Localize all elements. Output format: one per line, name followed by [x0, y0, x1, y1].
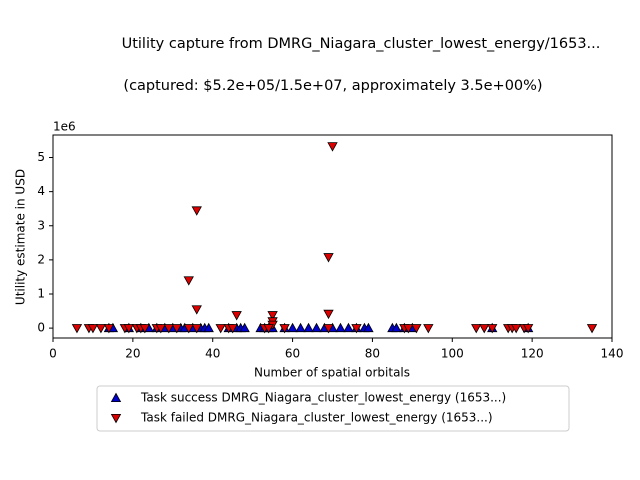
data-point [171, 324, 182, 334]
y-tick-label: 3 [37, 218, 45, 232]
legend-marker [110, 414, 122, 424]
chart-title: Utility capture from DMRG_Niagara_cluste… [122, 36, 601, 52]
y-tick-label: 2 [37, 252, 45, 266]
axes-frame [52, 134, 613, 339]
data-point [183, 324, 194, 334]
data-point [215, 324, 226, 334]
plot-area [71, 142, 598, 334]
data-point [267, 311, 278, 321]
y-tick-label: 5 [37, 150, 45, 164]
data-point [103, 324, 115, 334]
data-point [191, 206, 202, 216]
data-point [323, 324, 334, 334]
data-point [510, 324, 522, 334]
data-point [95, 324, 107, 334]
data-point [471, 324, 482, 334]
data-point [163, 324, 174, 334]
data-point [323, 309, 334, 320]
legend-marker [110, 392, 122, 402]
y-tick-label: 1 [37, 286, 45, 300]
data-point [191, 305, 202, 315]
data-point [139, 324, 151, 334]
data-point [343, 322, 354, 333]
x-tick-label: 120 [521, 347, 544, 361]
data-point [87, 324, 99, 334]
data-point [411, 324, 422, 334]
data-point [191, 324, 202, 334]
data-point [287, 322, 298, 333]
data-point [423, 324, 434, 334]
data-point [487, 324, 498, 334]
x-tick-label: 100 [441, 347, 464, 361]
data-point [123, 324, 135, 334]
x-tick-label: 80 [365, 347, 380, 361]
x-tick-label: 20 [125, 347, 140, 361]
data-point [295, 322, 306, 333]
data-point [586, 324, 598, 334]
legend: Task success DMRG_Niagara_cluster_lowest… [110, 391, 506, 425]
x-tick-label: 140 [601, 347, 624, 361]
x-tick-label: 40 [205, 347, 220, 361]
data-point [323, 253, 334, 263]
data-point [363, 322, 374, 333]
x-axis-label: Number of spatial orbitals [254, 366, 410, 380]
data-point [227, 324, 238, 334]
data-point [335, 322, 346, 333]
data-point [403, 324, 414, 334]
data-point [263, 324, 274, 334]
y-axis-label: Utility estimate in USD [14, 169, 28, 305]
data-point [522, 324, 534, 334]
data-point [231, 311, 242, 321]
data-point [327, 142, 338, 152]
data-point [479, 324, 490, 334]
x-tick-label: 60 [285, 347, 300, 361]
data-point [303, 322, 314, 333]
data-point [391, 322, 402, 333]
data-point [203, 322, 214, 333]
data-point [351, 324, 362, 334]
legend-box [96, 385, 570, 432]
x-tick-label: 0 [49, 347, 57, 361]
legend-label: Task failed DMRG_Niagara_cluster_lowest_… [140, 411, 493, 425]
data-point [239, 322, 250, 333]
y-tick-label: 4 [37, 184, 45, 198]
y-tick-label: 0 [37, 321, 45, 335]
data-point [155, 324, 166, 334]
data-point [311, 322, 322, 333]
data-point [71, 324, 83, 334]
data-point [279, 324, 290, 334]
legend-label: Task success DMRG_Niagara_cluster_lowest… [140, 391, 506, 405]
y-offset-label: 1e6 [53, 120, 76, 134]
data-point [183, 276, 194, 286]
chart-subtitle: (captured: $5.2e+05/1.5e+07, approximate… [123, 78, 542, 94]
